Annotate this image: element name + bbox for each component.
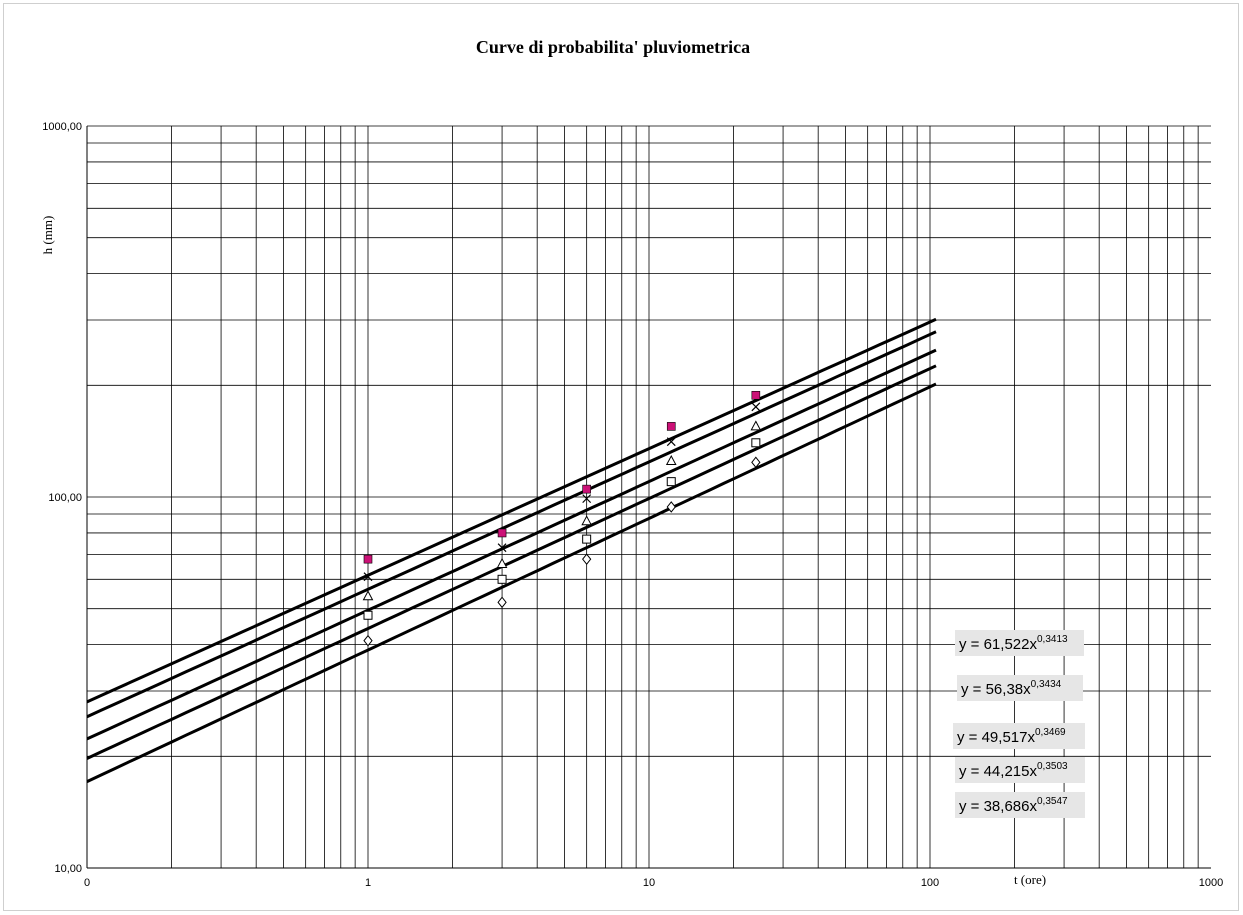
data-point-x [666,437,676,447]
equation-box [955,792,1085,818]
equation-text: y = 38,686x0,3547 [959,796,1068,815]
equation-box [957,675,1083,701]
data-point-triangle [665,454,677,466]
data-point-filled-square [751,390,761,400]
trendline [86,317,937,704]
data-point-triangle [362,590,374,601]
equation-text: y = 44,215x0,3503 [959,761,1068,780]
trendline [86,348,937,741]
trendline-equation: y = 38,686x0,3547 [955,792,1085,818]
data-point-diamond [666,501,676,513]
data-point-square [363,610,373,620]
data-point-triangle [750,420,762,431]
x-tick-label: 1 [365,877,371,889]
data-points [362,390,762,647]
x-tick-label: 0 [84,877,90,889]
data-point-triangle [496,557,508,568]
y-axis-label: h (mm) [40,216,55,255]
trendline [86,364,937,760]
y-tick-label: 10,00 [54,863,82,875]
chart-title: Curve di probabilita' pluviometrica [476,37,750,57]
equation-box [955,630,1084,656]
data-point-x [497,543,507,553]
data-point-x [582,494,592,504]
trendline [86,382,937,783]
data-point-filled-square [363,554,373,564]
x-tick-label: 100 [921,877,939,889]
trendline-equations: y = 61,522x0,3413 y = 56,38x0,3434 y = 49,… [953,630,1085,818]
equation-box [955,757,1085,783]
data-point-filled-square [582,484,591,494]
grid-lines [86,125,1211,869]
equation-text: y = 61,522x0,3413 [959,634,1068,653]
data-point-filled-square [666,422,676,431]
y-tick-label: 1000,00 [42,121,82,133]
equation-text: y = 56,38x0,3434 [961,679,1062,698]
trendline-equation: y = 49,517x0,3469 [953,723,1085,749]
trendline-equation: y = 44,215x0,3503 [955,757,1085,783]
x-tick-label: 1000 [1199,877,1223,889]
y-tick-label: 100,00 [48,492,82,504]
x-tick-label: 10 [643,877,655,889]
trendline [86,330,937,719]
data-point-triangle [581,515,592,526]
x-axis-label: t (ore) [1014,872,1046,887]
data-point-square [666,477,676,487]
data-point-diamond [582,553,592,565]
chart-frame [3,3,1239,911]
data-point-square [582,534,592,544]
trendline-equation: y = 56,38x0,3434 [957,675,1083,701]
data-point-square [751,438,761,448]
equation-text: y = 49,517x0,3469 [957,727,1066,746]
tick-labels: 0 1 10 100 1000 10,00 100,00 1000,00 [42,121,1223,889]
trendlines [86,317,937,783]
data-point-filled-square [497,528,507,538]
data-point-x [363,572,373,582]
trendline-equation: y = 61,522x0,3413 [955,630,1084,656]
data-point-square [497,574,507,584]
equation-box [953,723,1085,749]
data-point-diamond [363,634,373,647]
data-point-diamond [497,596,507,609]
data-point-x [751,402,761,412]
data-point-diamond [751,456,761,469]
